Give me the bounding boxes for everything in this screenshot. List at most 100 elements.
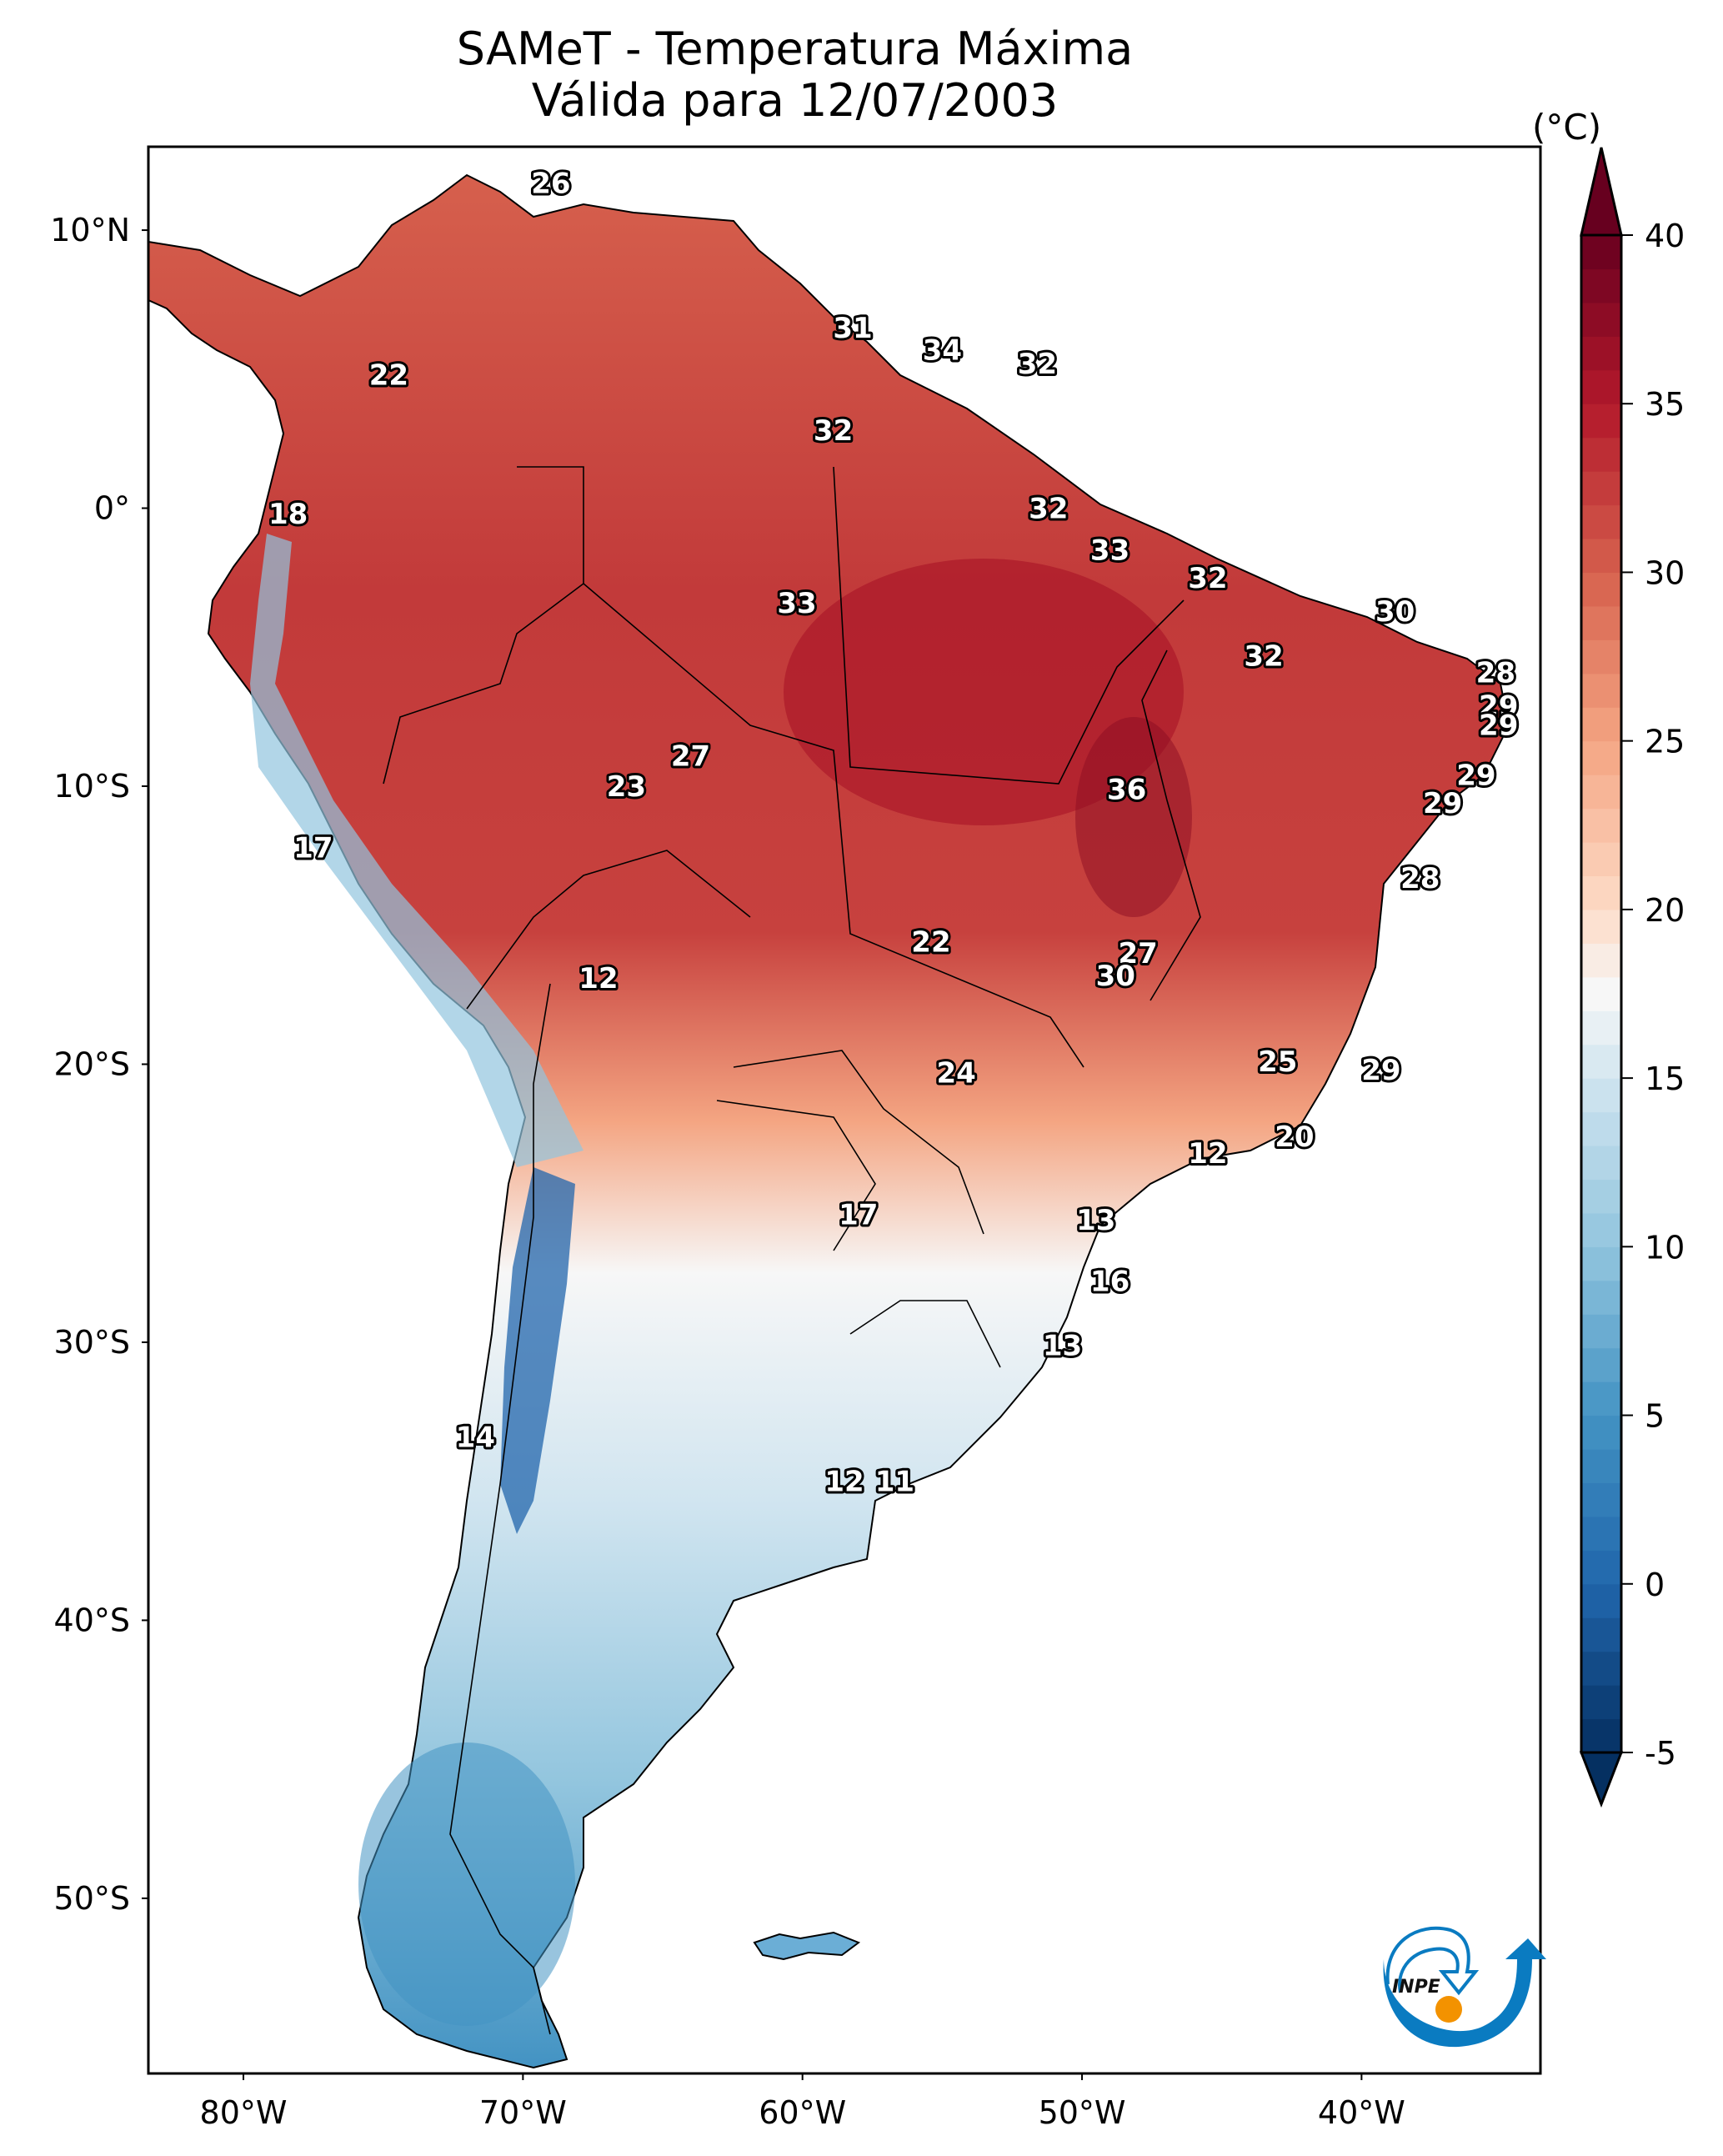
contour-label: 29 xyxy=(1361,1054,1400,1087)
colorbar-tick-label: 40 xyxy=(1645,218,1685,254)
colorbar-segment xyxy=(1581,1550,1621,1585)
colorbar-unit-label: (°C) xyxy=(1532,107,1602,148)
colorbar-segment xyxy=(1581,673,1621,708)
contour-label: 13 xyxy=(1076,1204,1115,1237)
colorbar-segment xyxy=(1581,1685,1621,1720)
contour-label: 29 xyxy=(1479,709,1518,743)
y-tick-label: 50°S xyxy=(54,1880,130,1917)
colorbar-tick-label: -5 xyxy=(1645,1735,1676,1772)
colorbar-segment xyxy=(1581,1651,1621,1686)
colorbar-segment xyxy=(1581,235,1621,270)
colorbar-segment xyxy=(1581,539,1621,574)
colorbar: 40 35 30 25 20 15 10 5 0 -5 xyxy=(1579,147,1685,1808)
colorbar-segment xyxy=(1581,1347,1621,1382)
y-tick-label: 10°S xyxy=(54,768,130,805)
contour-label: 18 xyxy=(268,498,308,531)
colorbar-segment xyxy=(1581,1314,1621,1349)
colorbar-tick-label: 0 xyxy=(1645,1567,1665,1603)
falkland-islands xyxy=(753,1931,861,1961)
colorbar-segment xyxy=(1581,605,1621,640)
andes-cool-band xyxy=(250,534,584,1167)
y-axis-ticks: 10°N 0° 10°S 20°S 30°S 40°S 50°S xyxy=(50,212,148,1917)
inpe-logo-swoosh xyxy=(1383,1938,1546,2048)
colorbar-segment xyxy=(1581,1381,1621,1416)
colorbar-segment xyxy=(1581,1010,1621,1045)
contour-label: 12 xyxy=(1188,1137,1227,1171)
colorbar-ticks: 40 35 30 25 20 15 10 5 0 -5 xyxy=(1621,218,1685,1772)
inpe-logo-orbit xyxy=(1385,1926,1480,1996)
contour-label: 32 xyxy=(1018,348,1057,381)
colorbar-segment xyxy=(1581,437,1621,472)
colorbar-segment xyxy=(1581,639,1621,674)
inpe-logo-text: INPE xyxy=(1392,1977,1440,1998)
contour-label: 12 xyxy=(579,962,618,995)
colorbar-segment xyxy=(1581,1179,1621,1214)
colorbar-extend-max-arrow xyxy=(1580,147,1623,237)
contour-label: 28 xyxy=(1400,862,1440,895)
colorbar-segment xyxy=(1581,1246,1621,1281)
colorbar-segment xyxy=(1581,1415,1621,1450)
colorbar-segment xyxy=(1581,943,1621,978)
colorbar-tick-label: 25 xyxy=(1645,724,1685,760)
x-tick-label: 40°W xyxy=(1318,2094,1405,2131)
colorbar-segment xyxy=(1581,1449,1621,1484)
andes-cold-band xyxy=(500,1167,575,1534)
contour-label: 26 xyxy=(531,167,570,200)
contour-label: 22 xyxy=(911,926,950,960)
colorbar-tick-label: 30 xyxy=(1645,554,1685,591)
colorbar-segment xyxy=(1581,1146,1621,1181)
colorbar-segment xyxy=(1581,302,1621,337)
colorbar-segment xyxy=(1581,1718,1621,1753)
contour-label: 32 xyxy=(1029,493,1068,526)
colorbar-segments xyxy=(1581,235,1621,1753)
chart-title: SAMeT - Temperatura Máxima xyxy=(456,23,1134,75)
contour-label: 12 xyxy=(824,1466,864,1499)
colorbar-segment xyxy=(1581,369,1621,404)
y-tick-label: 40°S xyxy=(54,1602,130,1638)
colorbar-tick-label: 5 xyxy=(1645,1398,1665,1435)
inpe-logo: INPE xyxy=(1383,1926,1546,2048)
colorbar-segment xyxy=(1581,1111,1621,1146)
colorbar-segment xyxy=(1581,336,1621,371)
colorbar-segment xyxy=(1581,268,1621,303)
chart-subtitle: Válida para 12/07/2003 xyxy=(531,74,1059,127)
contour-label: 16 xyxy=(1090,1266,1129,1299)
colorbar-segment xyxy=(1581,740,1621,775)
y-tick-label: 0° xyxy=(94,490,130,527)
contour-label: 33 xyxy=(1090,534,1129,568)
colorbar-extend-min-arrow xyxy=(1579,1751,1624,1808)
contour-label: 13 xyxy=(1043,1329,1082,1362)
colorbar-segment xyxy=(1581,775,1621,810)
colorbar-tick-label: 10 xyxy=(1645,1229,1685,1266)
contour-label: 17 xyxy=(839,1199,878,1232)
colorbar-tick-label: 20 xyxy=(1645,892,1685,929)
contour-label: 32 xyxy=(1188,562,1227,595)
contour-label: 11 xyxy=(875,1466,914,1499)
colorbar-segment xyxy=(1581,707,1621,742)
colorbar-outline xyxy=(1580,233,1623,1754)
x-tick-label: 60°W xyxy=(759,2094,846,2131)
contour-label: 17 xyxy=(293,831,333,865)
contour-label: 29 xyxy=(1456,760,1495,793)
colorbar-segment xyxy=(1581,1280,1621,1315)
contour-label: 33 xyxy=(777,587,816,620)
x-axis-ticks: 80°W 70°W 60°W 50°W 40°W xyxy=(200,2073,1405,2131)
contour-label: 29 xyxy=(1423,787,1462,820)
contour-label: 34 xyxy=(923,333,962,367)
colorbar-segment xyxy=(1581,909,1621,944)
colorbar-tick-label: 35 xyxy=(1645,386,1685,423)
contour-label: 36 xyxy=(1107,773,1146,806)
contour-label: 30 xyxy=(1375,595,1415,629)
contour-label: 29 xyxy=(1479,689,1518,723)
inpe-logo-sun xyxy=(1435,1996,1462,2023)
contour-label: 27 xyxy=(1118,937,1157,970)
contour-label: 23 xyxy=(607,770,646,804)
tocantins-hot-spot xyxy=(1075,717,1192,917)
colorbar-segment xyxy=(1581,1617,1621,1652)
contour-label: 27 xyxy=(671,740,710,773)
colorbar-segment xyxy=(1581,976,1621,1011)
contour-label: 30 xyxy=(1096,960,1135,993)
contour-label: 32 xyxy=(814,414,853,448)
country-borders xyxy=(383,466,1201,2035)
